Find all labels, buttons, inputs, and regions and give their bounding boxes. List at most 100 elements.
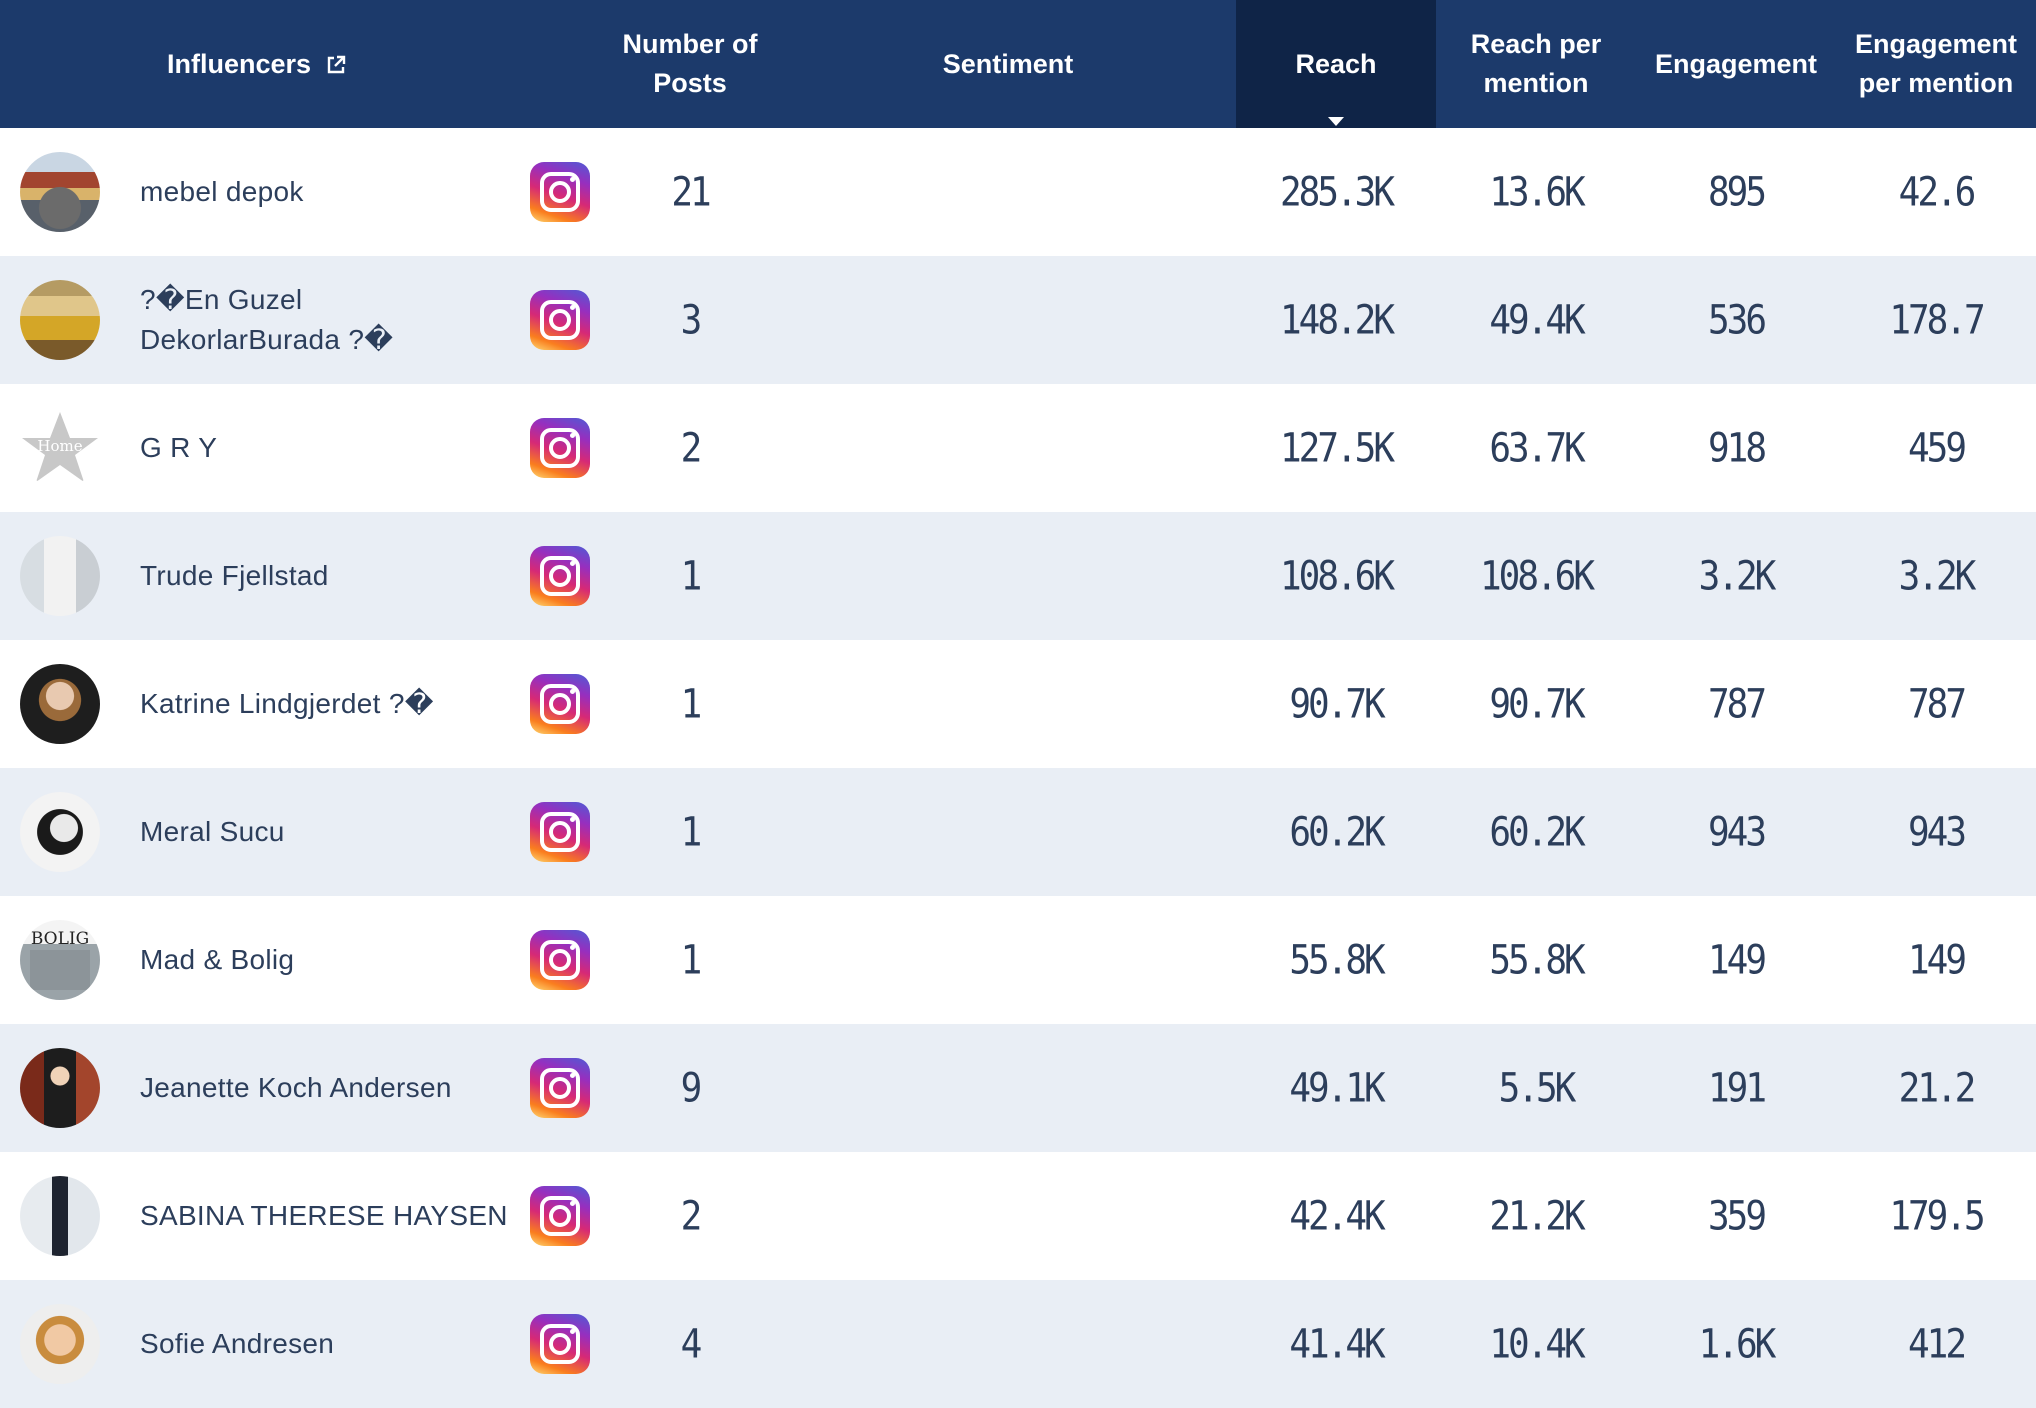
engagement-per-mention-value: 412	[1907, 1321, 1967, 1367]
sentiment-value	[780, 128, 1236, 256]
column-header-engagement[interactable]: Engagement	[1636, 0, 1836, 128]
engagement-value: 149	[1707, 937, 1767, 983]
number-of-posts-value: 9	[680, 1065, 703, 1111]
table-row[interactable]: Jeanette Koch Andersen 9 49.1K 5.5K 191 21.2	[0, 1024, 2036, 1152]
influencer-name[interactable]: mebel depok	[140, 172, 510, 212]
engagement-value: 1.6K	[1698, 1321, 1777, 1367]
table-row[interactable]: SABINA THERESE HAYSEN 2 42.4K 21.2K 359 179.5	[0, 1152, 2036, 1280]
sentiment-value	[780, 768, 1236, 896]
reach-value: 108.6K	[1279, 553, 1395, 599]
table-row[interactable]: Katrine Lindgjerdet ?� 1 90.7K 90.7K 787 787	[0, 640, 2036, 768]
influencer-cell: ?�En Guzel DekorlarBurada ?�	[0, 256, 520, 384]
instagram-icon[interactable]	[530, 1186, 590, 1246]
influencer-cell: Home G R Y	[0, 384, 520, 512]
engagement-per-mention-value: 459	[1907, 425, 1967, 471]
avatar[interactable]	[20, 1176, 100, 1256]
engagement-value: 918	[1707, 425, 1767, 471]
number-of-posts-value: 2	[680, 425, 703, 471]
influencer-name[interactable]: Meral Sucu	[140, 812, 510, 852]
table-row[interactable]: Home G R Y 2 127.5K 63.7K 918 459	[0, 384, 2036, 512]
influencer-name[interactable]: Mad & Bolig	[140, 940, 510, 980]
table-row[interactable]: Meral Sucu 1 60.2K 60.2K 943 943	[0, 768, 2036, 896]
reach-header-label: Reach	[1295, 48, 1377, 79]
sentiment-value	[780, 384, 1236, 512]
instagram-icon[interactable]	[530, 418, 590, 478]
instagram-icon[interactable]	[530, 802, 590, 862]
column-header-influencers[interactable]: Influencers	[0, 0, 520, 128]
table-row[interactable]: BOLIG Mad & Bolig 1 55.8K 55.8K 149 149	[0, 896, 2036, 1024]
avatar[interactable]	[20, 1304, 100, 1384]
influencer-name-line1: Katrine Lindgjerdet ?�	[140, 688, 434, 719]
instagram-icon[interactable]	[530, 290, 590, 350]
influencer-name-line1: Mad & Bolig	[140, 944, 295, 975]
avatar[interactable]	[20, 664, 100, 744]
column-header-reach-per-mention[interactable]: Reach per mention	[1436, 0, 1636, 128]
engagement-per-mention-value: 943	[1907, 809, 1967, 855]
avatar[interactable]: BOLIG	[20, 920, 100, 1000]
influencer-name[interactable]: Jeanette Koch Andersen	[140, 1068, 510, 1108]
instagram-icon[interactable]	[530, 930, 590, 990]
instagram-icon[interactable]	[530, 1058, 590, 1118]
reach-value: 127.5K	[1279, 425, 1395, 471]
avatar[interactable]	[20, 792, 100, 872]
influencer-name[interactable]: ?�En Guzel DekorlarBurada ?�	[140, 280, 510, 360]
column-header-sentiment[interactable]: Sentiment	[780, 0, 1236, 128]
avatar[interactable]	[20, 280, 100, 360]
influencer-name[interactable]: Katrine Lindgjerdet ?�	[140, 684, 510, 724]
column-header-engagement-per-mention[interactable]: Engagement per mention	[1836, 0, 2036, 128]
influencer-name[interactable]: Sofie Andresen	[140, 1324, 510, 1364]
table-row[interactable]: ?�En Guzel DekorlarBurada ?� 3 148.2K 49.4K 5…	[0, 256, 2036, 384]
instagram-icon[interactable]	[530, 162, 590, 222]
engagement-value: 895	[1707, 169, 1767, 215]
influencer-name-line1: Jeanette Koch Andersen	[140, 1072, 452, 1103]
svg-text:Home: Home	[37, 437, 82, 455]
influencer-name-line1: G R Y	[140, 432, 218, 463]
reach-value: 60.2K	[1289, 809, 1385, 855]
column-header-reach[interactable]: Reach	[1236, 0, 1436, 128]
influencer-name-line1: ?�En Guzel	[140, 284, 303, 315]
avatar[interactable]: Home	[20, 408, 100, 488]
external-link-icon[interactable]	[325, 54, 347, 76]
influencers-header-label: Influencers	[166, 48, 312, 79]
number-of-posts-value: 4	[680, 1321, 703, 1367]
table-row[interactable]: Trude Fjellstad 1 108.6K 108.6K 3.2K 3.2K	[0, 512, 2036, 640]
instagram-icon[interactable]	[530, 674, 590, 734]
reach-per-mention-value: 21.2K	[1489, 1193, 1585, 1239]
sentiment-value	[780, 512, 1236, 640]
posts-header-line1: Number of	[622, 29, 758, 59]
rpm-header-line2: mention	[1483, 68, 1589, 98]
avatar[interactable]	[20, 152, 100, 232]
reach-per-mention-value: 108.6K	[1479, 553, 1595, 599]
influencer-cell: BOLIG Mad & Bolig	[0, 896, 520, 1024]
engagement-value: 3.2K	[1698, 553, 1777, 599]
reach-value: 55.8K	[1289, 937, 1385, 983]
number-of-posts-value: 1	[680, 937, 703, 983]
engagement-value: 359	[1707, 1193, 1767, 1239]
influencer-name[interactable]: Trude Fjellstad	[140, 556, 510, 596]
platform-cell	[520, 290, 600, 350]
table-row[interactable]: Sofie Andresen 4 41.4K 10.4K 1.6K 412	[0, 1280, 2036, 1408]
influencer-name-line1: Sofie Andresen	[140, 1328, 335, 1359]
number-of-posts-value: 1	[680, 553, 703, 599]
platform-cell	[520, 1314, 600, 1374]
influencer-cell: Meral Sucu	[0, 768, 520, 896]
avatar[interactable]	[20, 536, 100, 616]
column-header-platform	[520, 0, 600, 128]
column-header-number-of-posts[interactable]: Number of Posts	[600, 0, 780, 128]
influencer-name-line1: mebel depok	[140, 176, 304, 207]
reach-value: 285.3K	[1279, 169, 1395, 215]
influencer-name[interactable]: G R Y	[140, 428, 510, 468]
reach-per-mention-value: 60.2K	[1489, 809, 1585, 855]
sort-descending-icon	[1328, 117, 1344, 126]
reach-value: 90.7K	[1289, 681, 1385, 727]
table-body: mebel depok 21 285.3K 13.6K 895 42.6 ?�En Guze…	[0, 128, 2036, 1408]
engagement-value: 191	[1707, 1065, 1767, 1111]
avatar[interactable]	[20, 1048, 100, 1128]
table-row[interactable]: mebel depok 21 285.3K 13.6K 895 42.6	[0, 128, 2036, 256]
engagement-per-mention-value: 149	[1907, 937, 1967, 983]
influencer-name[interactable]: SABINA THERESE HAYSEN	[140, 1196, 510, 1236]
instagram-icon[interactable]	[530, 1314, 590, 1374]
engagement-per-mention-value: 179.5	[1889, 1193, 1985, 1239]
instagram-icon[interactable]	[530, 546, 590, 606]
platform-cell	[520, 674, 600, 734]
